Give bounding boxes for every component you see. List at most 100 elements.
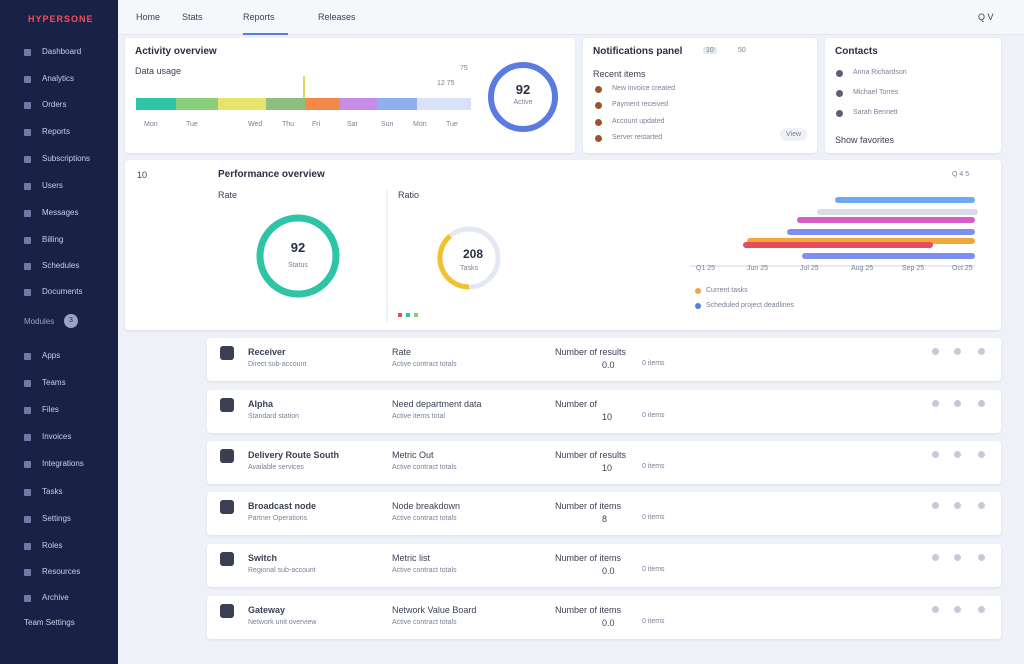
row-name[interactable]: Delivery Route South	[248, 450, 340, 460]
nav-item[interactable]: Orders	[42, 100, 67, 109]
list-row	[207, 390, 1001, 433]
row-value: 0 items	[642, 566, 665, 573]
row-value: 10	[602, 412, 613, 422]
nav-icon	[24, 461, 31, 468]
nav-item[interactable]: Tasks	[42, 487, 63, 496]
nav-item[interactable]: Files	[42, 405, 59, 414]
row-action	[978, 451, 985, 458]
row-col: Node breakdown	[392, 501, 461, 511]
donut-label: Active	[513, 99, 533, 106]
axis-label: Oct 25	[952, 265, 973, 272]
row-avatar	[220, 449, 234, 463]
section-label: Modules	[24, 317, 55, 326]
notifications-card	[583, 38, 817, 153]
axis-label: Mon	[413, 121, 427, 128]
nav-icon	[24, 489, 31, 496]
row-action	[954, 502, 961, 509]
row-col: Number of items	[555, 553, 622, 563]
notification-item[interactable]: Account updated	[612, 118, 665, 125]
nav-item[interactable]: Schedules	[42, 261, 80, 270]
notification-item[interactable]: New invoice created	[612, 85, 676, 92]
row-action	[932, 554, 939, 561]
nav-footer[interactable]: Team Settings	[24, 618, 75, 627]
nav-item[interactable]: Subscriptions	[42, 154, 91, 163]
contact-item[interactable]: Sarah Bennett	[853, 109, 898, 116]
nav-icon	[24, 407, 31, 414]
notification-item[interactable]: Payment received	[612, 101, 669, 108]
activity-card	[125, 38, 575, 153]
row-col: Metric list	[392, 553, 430, 563]
nav-item[interactable]: Dashboard	[42, 47, 82, 56]
nav-icon	[24, 380, 31, 387]
nav-item[interactable]: Apps	[42, 351, 61, 360]
row-value: 8	[602, 514, 608, 524]
donut	[488, 62, 558, 132]
notification-item[interactable]: Server restarted	[612, 134, 663, 141]
row-col: Number of	[555, 399, 598, 409]
row-name[interactable]: Alpha	[248, 399, 274, 409]
nav-item[interactable]: Billing	[42, 235, 64, 244]
nav-item[interactable]: Settings	[42, 514, 71, 523]
row-avatar	[220, 552, 234, 566]
row-name[interactable]: Receiver	[248, 347, 286, 357]
nav-icon	[24, 210, 31, 217]
list-row	[207, 338, 1001, 381]
tab[interactable]: Stats	[182, 12, 203, 22]
row-name[interactable]: Broadcast node	[248, 501, 317, 511]
row-col: Rate	[392, 347, 412, 357]
row-value: 0 items	[642, 360, 665, 367]
card-title: Activity overview	[135, 46, 217, 57]
row-name[interactable]: Switch	[248, 553, 278, 563]
controls[interactable]: Q 4 5	[952, 171, 970, 178]
tab[interactable]: Releases	[318, 12, 356, 22]
row-name[interactable]: Gateway	[248, 605, 286, 615]
nav-item[interactable]: Archive	[42, 593, 69, 602]
axis-label: Sun	[381, 121, 394, 128]
row-col-sub: Active contract totals	[392, 464, 457, 471]
row-action	[954, 606, 961, 613]
nav-icon	[24, 49, 31, 56]
row-sub: Direct sub-account	[248, 361, 307, 368]
nav-icon	[24, 156, 31, 163]
row-action	[978, 502, 985, 509]
row-action	[932, 348, 939, 355]
nav-item[interactable]: Documents	[42, 287, 83, 296]
nav-item[interactable]: Resources	[42, 567, 81, 576]
nav-item[interactable]: Messages	[42, 208, 79, 217]
nav-item[interactable]: Integrations	[42, 459, 84, 468]
row-avatar	[220, 346, 234, 360]
nav-item[interactable]: Users	[42, 181, 63, 190]
row-action	[978, 400, 985, 407]
controls: 50	[738, 47, 746, 54]
nav-item[interactable]: Teams	[42, 378, 66, 387]
nav-item[interactable]: Roles	[42, 541, 63, 550]
donut-label: Status	[288, 262, 308, 269]
nav-icon	[24, 102, 31, 109]
tab[interactable]: Home	[136, 12, 161, 22]
axis-label: Sep 25	[902, 265, 925, 272]
nav-icon	[24, 543, 31, 550]
row-action	[978, 348, 985, 355]
row-col: Number of items	[555, 501, 622, 511]
link[interactable]: Show favorites	[835, 135, 895, 145]
section-title: Ratio	[398, 190, 420, 200]
card-title: Performance overview	[218, 169, 325, 180]
row-col-sub: Active contract totals	[392, 515, 457, 522]
nav-item[interactable]: Analytics	[42, 74, 75, 83]
user-menu[interactable]: Q V	[978, 12, 994, 22]
nav-item[interactable]: Invoices	[42, 432, 72, 441]
row-value: 0 items	[642, 514, 665, 521]
row-col: Need department data	[392, 399, 482, 409]
contact-item[interactable]: Michael Torres	[853, 89, 899, 96]
row-col-sub: Active contract totals	[392, 567, 457, 574]
contact-item[interactable]: Anna Richardson	[853, 69, 907, 76]
nav-icon	[24, 76, 31, 83]
row-action	[978, 554, 985, 561]
nav-icon	[24, 595, 31, 602]
nav-item[interactable]: Reports	[42, 127, 71, 136]
button[interactable]: View	[780, 128, 808, 141]
tab[interactable]: Reports	[243, 12, 275, 22]
row-action	[932, 502, 939, 509]
axis-label: Aug 25	[851, 265, 874, 272]
